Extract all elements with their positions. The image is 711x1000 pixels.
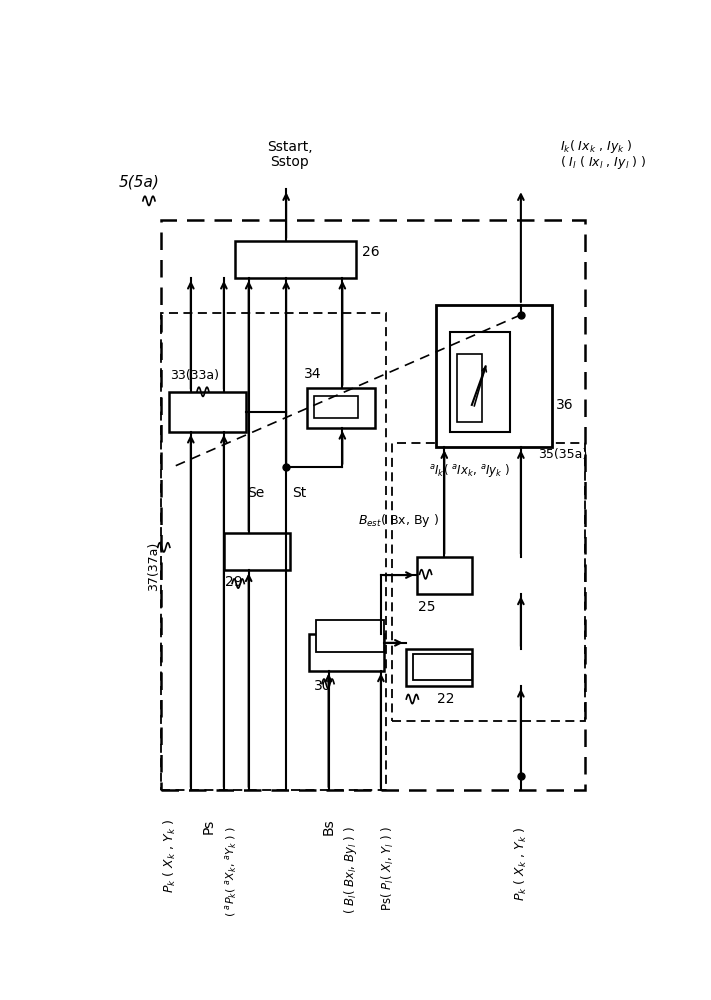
Text: $B_{est}$( Bx, By ): $B_{est}$( Bx, By )	[358, 512, 439, 529]
Bar	[169, 392, 246, 432]
Text: 26: 26	[362, 245, 379, 259]
Text: 37(37a): 37(37a)	[147, 542, 161, 591]
Bar	[309, 634, 384, 671]
Text: St: St	[292, 486, 306, 500]
Bar	[457, 354, 482, 422]
Text: Sstart,: Sstart,	[267, 140, 313, 154]
Bar	[436, 305, 552, 447]
Text: Se: Se	[247, 486, 264, 500]
Text: Ps( $P_l$( $X_l$, $Y_l$ ) ): Ps( $P_l$( $X_l$, $Y_l$ ) )	[380, 826, 396, 911]
Text: 25: 25	[418, 600, 436, 614]
Bar	[417, 557, 472, 594]
Bar	[314, 396, 358, 418]
Text: 29: 29	[225, 575, 242, 589]
Text: $P_k$ ( $X_k$ , $Y_k$ ): $P_k$ ( $X_k$ , $Y_k$ )	[513, 826, 529, 901]
Text: 5(5a): 5(5a)	[119, 174, 160, 189]
Text: Ps: Ps	[202, 818, 216, 834]
Text: ${}^aI_k$( ${}^aIx_k$, ${}^aIy_k$ ): ${}^aI_k$( ${}^aIx_k$, ${}^aIy_k$ )	[429, 462, 510, 479]
Text: $P_k$ ( $X_k$ , $Y_k$ ): $P_k$ ( $X_k$ , $Y_k$ )	[162, 818, 178, 893]
Text: Bs: Bs	[321, 818, 336, 835]
Bar	[413, 654, 472, 680]
Bar	[406, 649, 472, 686]
Text: 36: 36	[556, 398, 574, 412]
Text: ( ${}^aP_k$( ${}^aX_k$, ${}^aY_k$ ) ): ( ${}^aP_k$( ${}^aX_k$, ${}^aY_k$ ) )	[223, 826, 239, 917]
Text: 33(33a): 33(33a)	[171, 369, 220, 382]
Text: 30: 30	[314, 679, 331, 693]
Bar	[316, 620, 384, 652]
Text: 35(35a): 35(35a)	[538, 448, 587, 461]
Bar	[161, 220, 584, 790]
Bar	[450, 332, 510, 432]
Bar	[235, 241, 356, 278]
Text: ( $B_l$( $Bx_l$, $By_l$ ) ): ( $B_l$( $Bx_l$, $By_l$ ) )	[342, 826, 359, 914]
Text: 22: 22	[437, 692, 454, 706]
Bar	[161, 312, 387, 790]
Bar	[306, 388, 375, 428]
Text: 34: 34	[304, 367, 321, 381]
Text: Sstop: Sstop	[271, 155, 309, 169]
Bar	[224, 533, 290, 570]
Text: ( $I_l$ ( $Ix_l$ , $Iy_l$ ) ): ( $I_l$ ( $Ix_l$ , $Iy_l$ ) )	[560, 154, 646, 171]
Text: $I_k$( $Ix_k$ , $Iy_k$ ): $I_k$( $Ix_k$ , $Iy_k$ )	[560, 138, 633, 155]
Bar	[392, 443, 584, 721]
